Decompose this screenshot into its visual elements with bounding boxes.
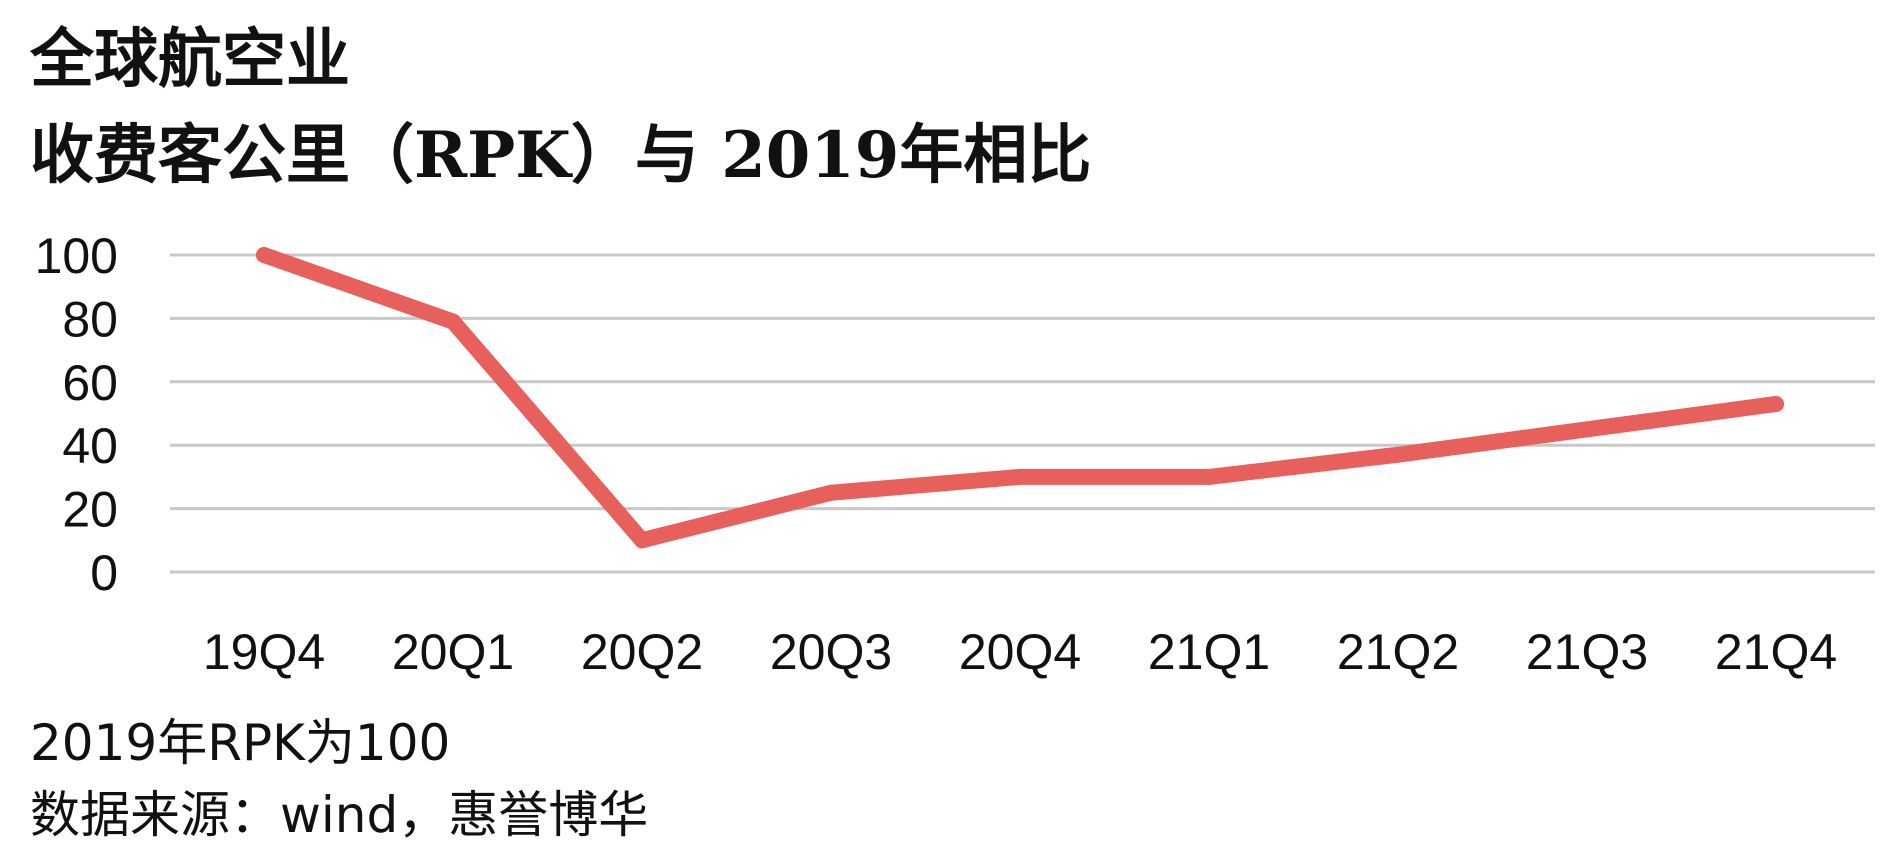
x-tick-label: 21Q1 xyxy=(1148,624,1270,680)
y-tick-label: 60 xyxy=(62,355,118,411)
data-point xyxy=(1768,395,1784,412)
series-layer xyxy=(256,247,1784,549)
y-tick-label: 0 xyxy=(90,545,118,601)
y-tick-label: 20 xyxy=(62,482,118,538)
data-point xyxy=(445,313,461,330)
base-note: 2019年RPK为100 xyxy=(30,714,451,772)
x-tick-label: 19Q4 xyxy=(203,624,325,680)
data-point xyxy=(256,247,272,263)
data-point xyxy=(1012,468,1028,485)
x-tick-label: 21Q2 xyxy=(1337,624,1459,680)
chart-subtitle: 收费客公里（RPK）与 2019年相比 xyxy=(30,118,1092,193)
y-axis-ticks: 0 20 40 60 80 100 xyxy=(35,228,118,601)
y-tick-label: 40 xyxy=(62,418,118,474)
source-note: 数据来源：wind，惠誉博华 xyxy=(30,786,649,844)
data-point xyxy=(1201,468,1217,485)
data-point xyxy=(1579,421,1595,438)
gridlines xyxy=(170,253,1875,574)
chart-title: 全球航空业 xyxy=(30,22,350,97)
x-tick-label: 20Q3 xyxy=(770,624,892,680)
x-axis-ticks: 19Q4 20Q1 20Q2 20Q3 20Q4 21Q1 21Q2 21Q3 21Q4 xyxy=(203,624,1837,680)
x-tick-label: 20Q1 xyxy=(392,624,514,680)
x-tick-label: 20Q4 xyxy=(959,624,1081,680)
y-tick-label: 80 xyxy=(62,291,118,347)
series-line xyxy=(256,247,1784,549)
x-tick-label: 21Q4 xyxy=(1715,624,1837,680)
y-tick-label: 100 xyxy=(35,228,118,284)
x-tick-label: 21Q3 xyxy=(1526,624,1648,680)
x-tick-label: 20Q2 xyxy=(581,624,703,680)
data-point xyxy=(823,484,839,501)
data-point xyxy=(1390,446,1406,463)
data-point xyxy=(634,532,650,549)
